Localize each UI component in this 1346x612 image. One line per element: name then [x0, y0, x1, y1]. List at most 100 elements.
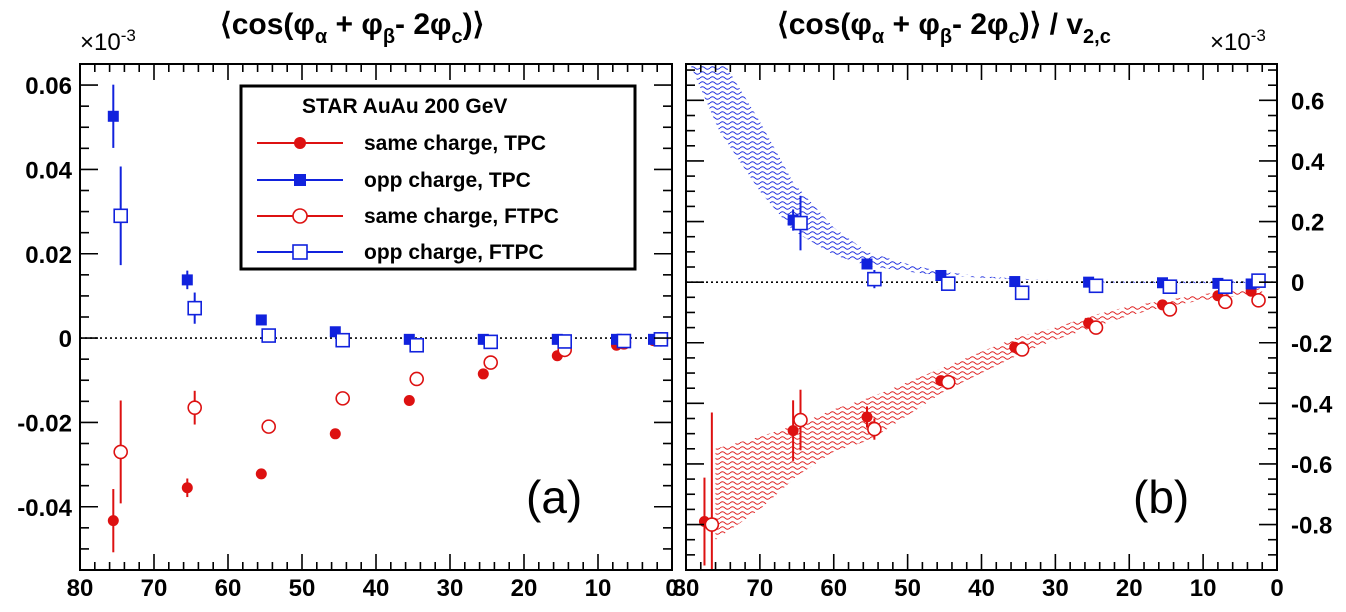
data-point [787, 214, 799, 226]
y-tick-label: 0.4 [1291, 149, 1325, 176]
series [113, 332, 669, 504]
data-point [653, 332, 669, 347]
x-tick-label: 40 [968, 575, 995, 602]
data-point [1083, 276, 1095, 288]
panel-b: ⟨cos(φα + φβ- 2φc)⟩ / v2,c ×10-3 80 70 60 5… [673, 8, 1333, 602]
data-point [403, 333, 415, 345]
panel-b-multiplier: ×10-3 [1210, 26, 1266, 56]
legend-open-circle-marker [292, 208, 308, 224]
x-tick-label: 40 [363, 575, 390, 602]
data-point [1088, 320, 1104, 335]
y-tick-label: 0.04 [25, 157, 72, 184]
y-tick-label: 0.02 [25, 242, 72, 269]
data-layer [80, 84, 672, 553]
data-point [187, 300, 202, 316]
y-tick-label: -0.6 [1291, 452, 1332, 479]
x-tick-label: 30 [437, 575, 464, 602]
x-tick-label: 30 [1042, 575, 1069, 602]
x-tick-label: 10 [585, 575, 612, 602]
data-point [867, 271, 882, 287]
y-tick-label: -0.02 [17, 410, 72, 437]
data-point [616, 333, 632, 349]
x-tick-label: 0 [1270, 575, 1283, 602]
data-point [940, 276, 956, 291]
data-point [793, 412, 808, 428]
data-point [181, 482, 193, 494]
panel-b-title: ⟨cos(φα + φβ- 2φc)⟩ / v2,c [777, 8, 1111, 48]
legend-filled-square-marker [294, 174, 306, 186]
legend: STAR AuAu 200 GeV same charge, TPC opp c… [239, 84, 637, 271]
uncertainty-band [715, 288, 1263, 540]
data-point [1162, 302, 1178, 317]
legend-entry-opp-tpc: opp charge, TPC [257, 169, 531, 192]
legend-label: same charge, TPC [364, 132, 546, 155]
legend-label: opp charge, FTPC [364, 241, 544, 264]
data-point [403, 394, 415, 406]
x-tick-label: 70 [747, 575, 774, 602]
plot-area: 80 70 60 50 40 30 20 10 0 0.06 0.04 0.02 0 -0.02 -0.04 [17, 63, 679, 602]
data-point [483, 334, 499, 350]
data-point [793, 215, 808, 231]
data-point [329, 326, 341, 338]
y-tick-label: -0.8 [1291, 513, 1332, 540]
x-tick-label: 80 [67, 575, 94, 602]
data-point [255, 314, 267, 326]
data-point [1212, 277, 1224, 289]
data-point [107, 110, 119, 122]
data-point [861, 411, 873, 423]
data-point [611, 333, 622, 345]
x-tick-label: 70 [141, 575, 168, 602]
data-point [329, 428, 341, 440]
data-point [1088, 278, 1104, 294]
data-point [1162, 279, 1178, 295]
x-tick-label: 20 [1116, 575, 1143, 602]
panel-a-title: ⟨cos(φα + φβ- 2φc)⟩ [220, 8, 484, 48]
data-point [181, 274, 193, 286]
data-point [940, 374, 956, 390]
x-tick-label: 50 [289, 575, 316, 602]
data-point [1156, 277, 1168, 289]
data-point [861, 258, 873, 270]
data-point [409, 371, 425, 387]
data-point [551, 333, 563, 345]
legend-label: same charge, FTPC [364, 205, 559, 228]
panel-b-label: (b) [1133, 471, 1189, 523]
data-point [557, 334, 573, 349]
series [787, 209, 1257, 290]
legend-entry-same-tpc: same charge, TPC [257, 132, 546, 155]
data-point [867, 421, 882, 437]
x-tick-label: 10 [1190, 575, 1217, 602]
data-point [1217, 294, 1233, 310]
legend-entry-same-ftpc: same charge, FTPC [257, 205, 559, 228]
series [793, 195, 1266, 301]
data-point [1245, 278, 1257, 290]
data-point [187, 400, 202, 415]
data-point [261, 419, 277, 434]
x-tick-label: 60 [820, 575, 847, 602]
y-tick-label: 0.2 [1291, 210, 1324, 237]
data-point [704, 517, 720, 532]
series [698, 285, 1257, 566]
y-tick-label: -0.04 [17, 495, 72, 522]
series [704, 293, 1266, 570]
plot-area: 80 70 60 50 40 30 20 10 0 0.6 0.4 0.2 0 -0.2 -0.4 -0.6 -… [673, 63, 1333, 602]
data-point [1009, 276, 1021, 288]
data-point [261, 328, 277, 343]
y-tick-label: 0 [59, 326, 72, 353]
y-tick-label: 0.06 [25, 73, 72, 100]
x-tick-label: 80 [673, 575, 700, 602]
data-point [255, 468, 267, 480]
x-tick-label: 0 [665, 575, 678, 602]
y-tick-label: -0.4 [1291, 391, 1333, 418]
data-point [113, 444, 128, 460]
y-tick-label: 0 [1291, 270, 1304, 297]
x-tick-label: 60 [215, 575, 242, 602]
data-layer [686, 64, 1277, 570]
data-point [483, 355, 499, 370]
data-point [787, 425, 799, 437]
data-point [113, 208, 128, 224]
legend-frame [239, 84, 637, 271]
x-tick-label: 20 [511, 575, 538, 602]
data-point [1014, 342, 1030, 357]
